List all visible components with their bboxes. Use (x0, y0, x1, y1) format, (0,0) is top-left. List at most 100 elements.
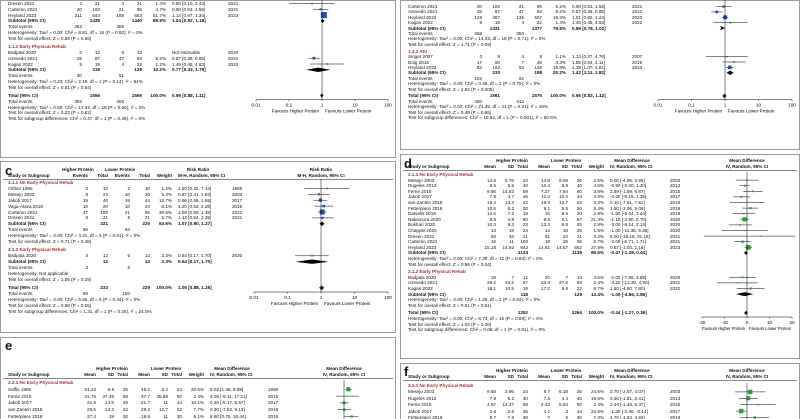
panel_c-col-rr-method: M-H, Random, 95% CI (178, 173, 226, 178)
panel_c-subtotal-weight: 100.0% (156, 285, 172, 291)
panel_d-study-name: Nakamura 2020 (408, 216, 441, 222)
panel_d-total-hp: 40 (522, 183, 528, 189)
panel_a-year: 2020 (228, 49, 239, 55)
panel_d-weight: 4.6% (593, 194, 604, 200)
panel_a-subtotal-label: Subtotal (95% CI) (8, 18, 46, 24)
panel_e-col-total-lp: Total (171, 372, 182, 377)
panel_d-total-hp: 59 (522, 188, 528, 194)
panel_c-col-weight: Weight (156, 173, 172, 178)
panel_c-subgroup-1-title: 3.1.1 No Early Physical Rehab (8, 180, 74, 185)
panel_c-total-events-lp: 94 (124, 227, 130, 233)
panel_d-sd-hp: 8.3 (507, 205, 514, 211)
panel_b-events-lp: 4 (521, 54, 524, 60)
panel_d-sd-hp: 14.83 (502, 188, 515, 194)
panel_d-sd-lp: 12.7 (559, 200, 568, 205)
panel_a-total-events-hp: 392 (74, 98, 82, 104)
panel_a-events-lp: 4 (121, 1, 124, 6)
panel_e-col-md-method-plot: IV, Random, 95% CI (322, 372, 366, 377)
panel_f-total-lp: 30 (576, 415, 582, 419)
panel_d-total-lp: 30 (576, 205, 582, 211)
panel_d-sd-lp: 5.5 (561, 205, 568, 211)
panel_f-mean-difference-ci: 0.30 [-1.81, 2.41] (610, 395, 645, 401)
panel_c-x-tick-label: 10 (352, 295, 358, 300)
panel_d-subtotal-label: Total (95% CI) (408, 310, 439, 316)
panel_c-risk-ratio-ci: 0.87 [0.41, 1.83] (178, 191, 212, 197)
panel_f-point-estimate-square (746, 396, 751, 401)
panel_a-x-tick-label: 0.01 (252, 103, 261, 108)
panel_c-study-name: Mesejo 2003 (8, 191, 35, 197)
panel_e-weight: 7.7% (193, 407, 204, 413)
panel_a-events-hp: 211 (74, 12, 82, 18)
panel_e-col-md-method: IV, Random, 95% CI (210, 372, 253, 377)
panel_d-total-lp: 22 (576, 200, 582, 205)
panel-b-forest-plot: 0.01 0.1 1 10 100 Favours Higher Protein Favou… (654, 0, 796, 114)
panel_d-total-hp: 100 (520, 239, 528, 245)
panel_b-events-hp: 17 (476, 59, 482, 65)
panel_a-year: 2021 (228, 6, 239, 12)
panel_c-total-hp: 24 (102, 191, 108, 197)
panel_d-mean-difference-ci: -4.20 [-13.30, 4.90] (610, 280, 649, 286)
panel_a-total-events-lp: 406 (116, 98, 124, 104)
panel_e-col-total-hp: Total (117, 372, 128, 377)
panel_c-subtotal-hp: 12 (102, 259, 108, 265)
panel_b-subtotal-weight: 20.2% (552, 70, 566, 76)
panel_a-total-lp: 22 (136, 61, 142, 67)
panel_c-risk-ratio-ci: 1.20 [0.63, 2.28] (178, 203, 212, 209)
panel_e-point-estimate-square (346, 395, 349, 397)
panel_c-subtotal-label: Subtotal (95% CI) (8, 221, 46, 227)
panel_d-subgroup-1-title: 2.1.1 No Early Physical Rehab (408, 172, 474, 177)
panel_e-sd-hp: 13.3 (105, 407, 114, 413)
panel_c-total-events-label: Total events (8, 265, 33, 271)
panel_d-col-total-lp: Total (571, 164, 582, 169)
panel_d-mean-lp: 9.1 (543, 205, 550, 211)
panel_d-mean-hp: 29.2 (487, 280, 496, 286)
panel_a-subgroup-differences: Test for subgroup differences: Chi² = 0.… (8, 116, 146, 122)
panel_a-x-tick-label: 10 (352, 103, 358, 108)
panel_d-mean-lp: 14.8 (541, 177, 550, 183)
panel_b-subtotal-hp: 1331 (489, 25, 500, 31)
panel_e-header-rule (3, 378, 393, 379)
panel_d-point-estimate-square (751, 190, 754, 193)
panel_b-subtotal-lp: 1377 (531, 25, 542, 31)
panel_d-subtotal-hp: 1134 (518, 250, 528, 256)
panel_d-point-estimate-square (736, 282, 739, 284)
panel_d-col-md-method: IV, Random, 95% CI (610, 164, 653, 169)
panel_b-events-hp: 5 (479, 20, 482, 26)
panel_d-overall-effect-total: Test for overall effect: Z = 1.03 (P = 0… (408, 321, 492, 327)
panel_c-subtotal-ci: 1.07 [0.90, 1.27] (178, 221, 212, 227)
panel_e-study-name: van Zanten 2018 (8, 407, 43, 413)
panel_b-total-hp: 9 (497, 54, 500, 60)
panel_d-total-lp: 26 (576, 177, 582, 183)
panel_c-risk-ratio-ci: 0.96 [0.59, 1.55] (178, 197, 212, 203)
panel_a-study-name: Dresen 2021 (8, 1, 35, 6)
panel_b-subtotal-lp: 198 (534, 70, 542, 76)
panel_a-study-name: Azevedo 2021 (8, 55, 38, 61)
panel_d-col-mean-difference-plot: Mean Difference (729, 158, 765, 163)
panel_f-study-name: Rugeles 2013 (408, 395, 437, 401)
panel_d-total-lp: 57 (576, 216, 582, 222)
panel_a-subtotal-weight: 10.2% (152, 67, 166, 73)
panel_a-study-name: Heyland 2023 (8, 12, 37, 18)
panel_a-events-hp: 5 (79, 61, 82, 67)
panel_c-header-rule (3, 179, 393, 180)
panel_f-mean-lp: 8.7 (543, 389, 550, 395)
panel_c-weight: 1.2% (161, 185, 172, 191)
panel_b-events-lp: 7 (521, 59, 524, 65)
panel_d-year: 2015 (670, 188, 681, 194)
panel_d-year: 2003 (670, 177, 681, 183)
panel_d-total-lp: 25 (576, 222, 582, 228)
panel_c-subgroup-2-title: 3.1.2 Early Physical Rehab (8, 247, 66, 253)
panel_b-risk-ratio-ci: 1.86 [0.84, 4.11] (572, 59, 605, 65)
panel_a-point-estimate-square (326, 63, 329, 65)
panel_f-sd-hp: 7.5 (507, 415, 514, 419)
panel_d-overall-effect-1: Test for overall effect: Z = 0.96 (P = 0… (408, 261, 492, 267)
panel_f-total-lp: 60 (576, 402, 582, 408)
panel_d-weight: 6.7% (593, 239, 604, 245)
panel_d-weight: 5.7% (593, 286, 604, 291)
panel_e-mean-hp: 41.75 (84, 393, 97, 399)
panel_b-risk-ratio-ci: 1.45 [0.45, 4.63] (572, 20, 606, 26)
panel_d-x-tick-label: 20 (789, 320, 795, 325)
panel_b-subtotal-ci: 1.42 [1.11, 1.82] (572, 70, 606, 76)
panel_d-sd-hp: 4.8 (507, 216, 514, 222)
panel_b-total-events-lp: 412 (516, 98, 524, 104)
